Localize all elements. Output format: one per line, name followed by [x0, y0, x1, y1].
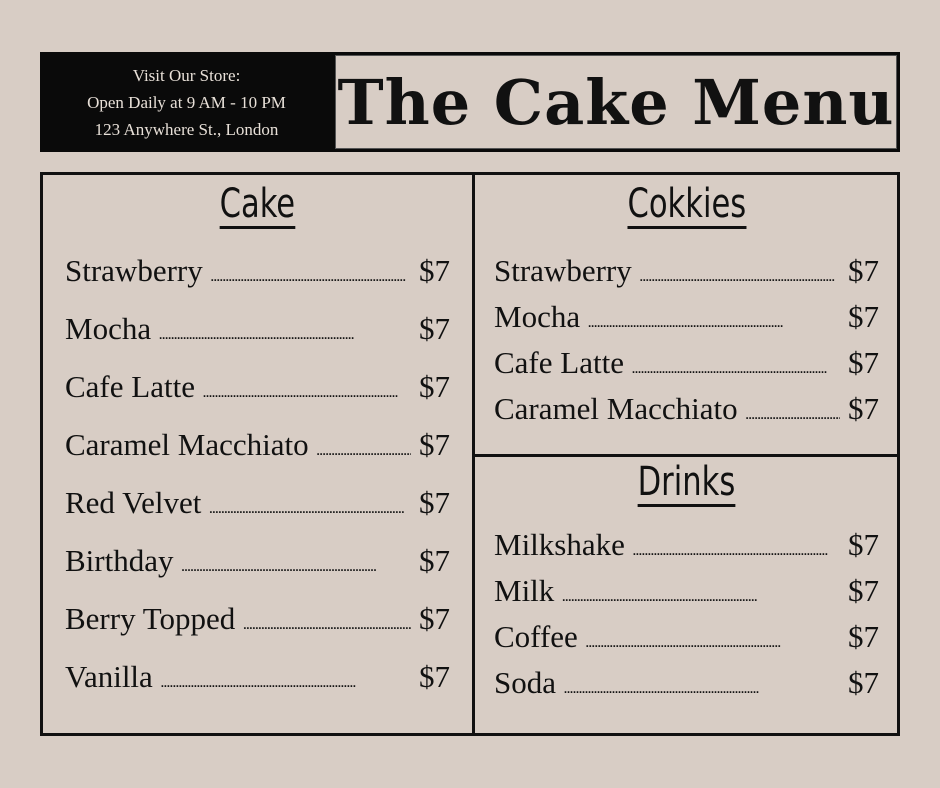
item-price: $7	[848, 299, 879, 334]
title-box: The Cake Menu	[335, 55, 897, 149]
menu-item: Coffee $7	[494, 619, 879, 665]
item-price: $7	[419, 485, 450, 520]
dot-leader	[317, 427, 411, 463]
menu-item: Vanilla $7	[65, 659, 450, 717]
item-price: $7	[848, 665, 879, 700]
item-name: Mocha	[65, 311, 152, 346]
item-name: Mocha	[494, 299, 581, 334]
section-heading: Cokkies	[627, 181, 746, 229]
item-name: Caramel Macchiato	[65, 427, 309, 462]
dot-leader	[564, 665, 840, 701]
menu-item: Strawberry $7	[494, 253, 879, 299]
item-price: $7	[419, 253, 450, 288]
item-price: $7	[848, 345, 879, 380]
menu-item: Milkshake $7	[494, 527, 879, 573]
menu-item: Soda $7	[494, 665, 879, 711]
vertical-divider	[472, 175, 475, 733]
dot-leader	[211, 253, 411, 289]
item-name: Soda	[494, 665, 556, 700]
menu-item: Cafe Latte $7	[65, 369, 450, 427]
store-address: 123 Anywhere St., London	[94, 120, 279, 139]
horizontal-divider	[475, 454, 900, 457]
item-price: $7	[848, 619, 879, 654]
item-price: $7	[848, 253, 879, 288]
dot-leader	[209, 485, 411, 521]
item-price: $7	[419, 369, 450, 404]
store-visit-label: Visit Our Store:	[132, 66, 241, 85]
dot-leader	[161, 659, 411, 695]
item-price: $7	[419, 543, 450, 578]
store-info: Visit Our Store: Open Daily at 9 AM - 10…	[40, 52, 333, 152]
menu-item: Mocha $7	[65, 311, 450, 369]
item-name: Birthday	[65, 543, 174, 578]
section-heading: Cake	[219, 181, 296, 229]
item-name: Vanilla	[65, 659, 153, 694]
item-name: Cafe Latte	[494, 345, 624, 380]
item-price: $7	[419, 659, 450, 694]
store-hours: Open Daily at 9 AM - 10 PM	[87, 93, 286, 112]
dot-leader	[182, 543, 412, 579]
dot-leader	[586, 619, 840, 655]
dot-leader	[203, 369, 411, 405]
item-name: Caramel Macchiato	[494, 391, 738, 426]
page-title: The Cake Menu	[337, 65, 895, 139]
drinks-section: Drinks Milkshake $7 Milk $7 Coffee $7 Soda $7	[494, 457, 879, 711]
item-price: $7	[419, 311, 450, 346]
item-price: $7	[419, 427, 450, 462]
section-heading: Drinks	[637, 459, 736, 507]
menu-item: Caramel Macchiato $7	[65, 427, 450, 485]
item-name: Cafe Latte	[65, 369, 195, 404]
menu-item: Milk $7	[494, 573, 879, 619]
dot-leader	[159, 311, 411, 347]
menu-item: Strawberry $7	[65, 253, 450, 311]
item-name: Strawberry	[494, 253, 632, 288]
menu-item: Birthday $7	[65, 543, 450, 601]
menu-item: Mocha $7	[494, 299, 879, 345]
item-name: Milk	[494, 573, 555, 608]
item-price: $7	[419, 601, 450, 636]
menu-item: Red Velvet $7	[65, 485, 450, 543]
item-price: $7	[848, 391, 879, 426]
dot-leader	[562, 573, 840, 609]
menu-item: Caramel Macchiato $7	[494, 391, 879, 437]
item-name: Red Velvet	[65, 485, 202, 520]
dot-leader	[633, 527, 840, 563]
dot-leader	[243, 601, 411, 637]
dot-leader	[588, 299, 840, 335]
item-name: Berry Topped	[65, 601, 236, 636]
dot-leader	[746, 391, 840, 427]
item-price: $7	[848, 527, 879, 562]
item-name: Milkshake	[494, 527, 625, 562]
menu-item: Berry Topped $7	[65, 601, 450, 659]
item-price: $7	[848, 573, 879, 608]
dot-leader	[632, 345, 840, 381]
item-name: Coffee	[494, 619, 578, 654]
item-name: Strawberry	[65, 253, 203, 288]
header: Visit Our Store: Open Daily at 9 AM - 10…	[40, 52, 900, 152]
dot-leader	[640, 253, 840, 289]
menu-item: Cafe Latte $7	[494, 345, 879, 391]
